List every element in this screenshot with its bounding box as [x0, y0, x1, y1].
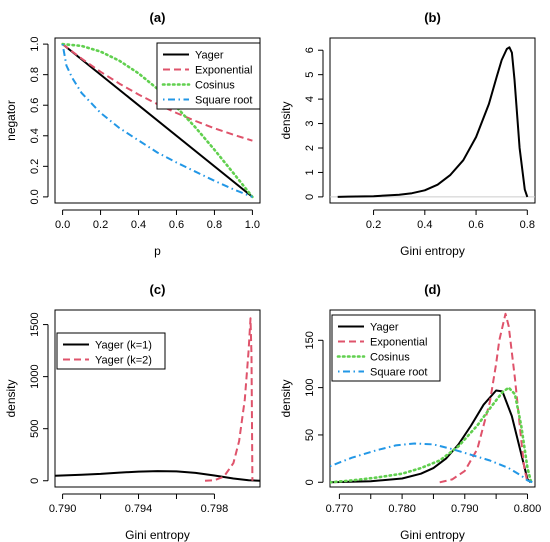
y-tick-label: 0.8	[29, 67, 41, 82]
series-line-1	[204, 317, 254, 482]
y-tick-label: 5	[304, 72, 316, 78]
series-line-3	[330, 442, 533, 484]
legend-label: Yager	[195, 50, 224, 62]
panel-title: (c)	[150, 282, 166, 297]
panel-1: (b) 0.2 0.4 0.6 0.8 Gini entropy 0 1 2 3 4 5 6 densit…	[279, 10, 536, 258]
x-tick-label: 0.4	[417, 219, 432, 231]
y-axis-label: negator	[4, 100, 18, 141]
legend-label: Yager	[370, 322, 399, 334]
panel-title: (b)	[424, 10, 441, 25]
x-tick-label: 0.6	[169, 219, 184, 231]
plot-frame	[329, 309, 536, 488]
y-tick-label: 500	[29, 420, 41, 438]
x-tick-label: 0.4	[131, 219, 146, 231]
series-line-2	[330, 386, 533, 484]
x-tick-label: 0.2	[93, 219, 108, 231]
y-axis-label: density	[279, 101, 293, 139]
y-tick-label: 4	[304, 96, 316, 102]
y-tick-label: 0.4	[29, 128, 41, 143]
legend-label: Yager (k=1)	[95, 340, 152, 352]
x-tick-label: 0.2	[366, 219, 381, 231]
y-tick-label: 1	[304, 169, 316, 175]
series-line-0	[330, 389, 532, 484]
series-line-0	[61, 43, 254, 198]
plot-frame	[54, 37, 261, 204]
y-tick-label: 0.6	[29, 98, 41, 113]
y-tick-label: 6	[304, 47, 316, 53]
x-tick-label: 0.798	[201, 503, 229, 515]
y-tick-label: 0.0	[29, 189, 41, 204]
y-tick-label: 3	[304, 120, 316, 126]
y-tick-label: 1000	[29, 364, 41, 388]
x-tick-label: 0.780	[388, 503, 416, 515]
x-axis-label: Gini entropy	[400, 244, 465, 258]
x-axis-label: p	[154, 244, 161, 258]
x-tick-label: 0.0	[55, 219, 70, 231]
x-tick-label: 0.8	[520, 219, 535, 231]
y-tick-label: 150	[304, 331, 316, 349]
x-tick-label: 1.0	[245, 219, 260, 231]
series-line-0	[337, 46, 529, 198]
legend-box	[56, 332, 166, 370]
y-axis-label: density	[4, 379, 18, 417]
legend-label: Square root	[370, 367, 427, 379]
legend-label: Exponential	[370, 337, 428, 349]
y-tick-label: 2	[304, 145, 316, 151]
legend-box	[156, 42, 261, 110]
panel-title: (d)	[424, 282, 441, 297]
legend-label: Cosinus	[370, 352, 410, 364]
y-tick-label: 0	[304, 194, 316, 200]
y-tick-label: 0	[304, 479, 316, 485]
plot-frame	[329, 37, 536, 204]
y-tick-label: 1.0	[29, 36, 41, 51]
y-axis-label: density	[279, 379, 293, 417]
panel-3: (d) 0.770 0.780 0.790 0.800 Gini entropy 0 50 10…	[279, 282, 541, 542]
legend-label: Square root	[195, 95, 252, 107]
plot-frame	[54, 309, 261, 488]
y-tick-label: 1500	[29, 312, 41, 336]
x-tick-label: 0.794	[125, 503, 153, 515]
x-axis-label: Gini entropy	[400, 528, 465, 542]
legend-label: Yager (k=2)	[95, 355, 152, 367]
legend-label: Cosinus	[195, 80, 235, 92]
y-tick-label: 100	[304, 378, 316, 396]
legend-label: Exponential	[195, 65, 253, 77]
x-tick-label: 0.6	[468, 219, 483, 231]
panel-title: (a)	[150, 10, 166, 25]
x-tick-label: 0.8	[207, 219, 222, 231]
series-line-0	[55, 470, 260, 482]
panel-0: (a) 0.0 0.2 0.4 0.6 0.8 1.0 p 0.0 0.2 0.4 0.6 0.8 1.0…	[4, 10, 261, 258]
x-tick-label: 0.790	[451, 503, 479, 515]
panel-2: (c) 0.790 0.794 0.798 Gini entropy 0 500 1000 15…	[4, 282, 261, 542]
x-axis-label: Gini entropy	[125, 528, 190, 542]
y-tick-label: 0.2	[29, 159, 41, 174]
y-tick-label: 50	[304, 429, 316, 441]
y-tick-label: 0	[29, 478, 41, 484]
x-tick-label: 0.800	[514, 503, 542, 515]
series-line-1	[439, 312, 529, 484]
x-tick-label: 0.770	[326, 503, 354, 515]
x-tick-label: 0.790	[49, 503, 77, 515]
